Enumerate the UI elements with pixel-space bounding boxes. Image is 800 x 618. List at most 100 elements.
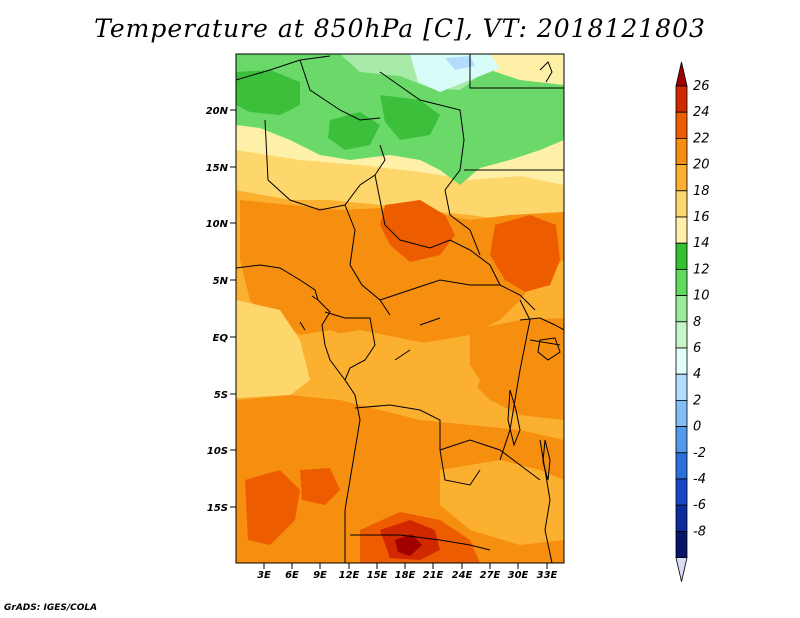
border-east-africa [519, 317, 564, 346]
colorbar-band [675, 242, 688, 270]
border-car-drc [379, 279, 536, 311]
colorbar-band [675, 426, 688, 454]
colorbar-label: 2 [693, 393, 701, 408]
colorbar-band [675, 452, 688, 480]
colorbar-label: -2 [693, 446, 706, 461]
field-light-orange-congo [300, 330, 480, 415]
colorbar-label: -4 [693, 472, 706, 487]
latitude-axis [230, 109, 236, 508]
coastline-west [236, 264, 361, 563]
colorbar-band [675, 295, 688, 323]
field-dark-orange-chad [380, 200, 455, 262]
border-sahara-north [236, 55, 381, 121]
colorbar-band [675, 504, 688, 532]
field-pale-cyan [410, 54, 500, 92]
lon-label: 27E [480, 570, 501, 581]
border-angola-namibia [350, 534, 491, 551]
temperature-field [236, 54, 564, 563]
lake-victoria [537, 337, 561, 361]
colorbar-arrow-bottom [675, 557, 688, 582]
field-dark-orange-namibia-west [300, 468, 340, 505]
lon-label: 6E [285, 570, 299, 581]
lat-label: 15N [206, 163, 229, 174]
lon-label: 21E [423, 570, 444, 581]
colorbar-band [675, 216, 688, 244]
map-frame [235, 53, 565, 564]
field-dark-orange-angola [245, 470, 300, 545]
colorbar-label: 14 [693, 236, 710, 251]
lon-label: 15E [367, 570, 388, 581]
border-congo-gabon [324, 311, 376, 381]
field-yellow-coast [236, 300, 310, 398]
colorbar-band [675, 137, 688, 165]
field-orange-interior [240, 200, 564, 350]
border-libya-egypt [469, 54, 564, 89]
river-lakes-small [299, 295, 441, 361]
colorbar-label: -6 [693, 498, 706, 513]
colorbar-band [675, 373, 688, 401]
colorbar-band [675, 268, 688, 296]
colorbar-band [675, 321, 688, 349]
lon-label: 30E [508, 570, 529, 581]
border-cameroon [344, 204, 391, 316]
colorbar-band [675, 164, 688, 192]
colorbar-label: 8 [693, 315, 701, 330]
lake-malawi [542, 439, 551, 481]
lat-label: 5S [214, 390, 228, 401]
colorbar-band [675, 85, 688, 113]
lat-label: 20N [206, 106, 229, 117]
colorbar-label: 18 [693, 184, 710, 199]
field-dark-orange-sudan [490, 215, 560, 292]
colorbar-label: 24 [693, 105, 710, 120]
field-dark-green-east [380, 95, 440, 140]
colorbar-label: 16 [693, 210, 710, 225]
border-zambia [439, 439, 541, 481]
grads-credit: GrADS: IGES/COLA [4, 603, 98, 613]
lat-label: 15S [207, 503, 228, 514]
colorbar-label: 12 [693, 262, 710, 277]
border-chad-car [374, 174, 501, 286]
field-dark-green-west [236, 70, 300, 115]
colorbar-label: 6 [693, 341, 701, 356]
colorbar-band [675, 190, 688, 218]
lat-label: EQ [213, 333, 229, 344]
chart-title: Temperature at 850hPa [C], VT: 201812180… [94, 14, 706, 43]
lon-label: 3E [257, 570, 271, 581]
lon-label: 9E [313, 570, 327, 581]
colorbar-label: 20 [693, 158, 710, 173]
country-borders [236, 54, 564, 563]
colorbar-band [675, 347, 688, 375]
colorbar-band [675, 111, 688, 139]
border-angola [354, 404, 481, 486]
field-yellow-belt [236, 150, 564, 222]
colorbar-arrow-top [675, 61, 688, 87]
longitude-axis [263, 563, 548, 569]
lat-label: 5N [213, 276, 229, 287]
coastline-red-sea [539, 61, 553, 83]
colorbar-label: 4 [693, 367, 701, 382]
field-deep-red [395, 534, 422, 556]
colorbar-label: 10 [693, 289, 710, 304]
field-light-orange-southeast [440, 460, 564, 545]
colorbar-label: 22 [693, 131, 710, 146]
colorbar-band [675, 531, 688, 559]
colorbar-band [675, 399, 688, 427]
lat-label: 10N [206, 219, 229, 230]
colorbar-band [675, 478, 688, 506]
colorbar-label: 26 [693, 79, 710, 94]
field-blue-spot [445, 56, 475, 70]
colorbar-label: 0 [693, 420, 701, 435]
lon-label: 24E [452, 570, 473, 581]
colorbar-label: -8 [693, 524, 706, 539]
border-niger-chad [379, 71, 465, 191]
lat-label: 10S [207, 446, 228, 457]
lon-label: 18E [395, 570, 416, 581]
field-dark-green-center [328, 112, 380, 150]
lon-label: 12E [339, 570, 360, 581]
field-orange-east [470, 318, 564, 420]
lon-label: 33E [537, 570, 558, 581]
lake-tanganyika [507, 389, 521, 447]
border-sudan [444, 169, 564, 256]
